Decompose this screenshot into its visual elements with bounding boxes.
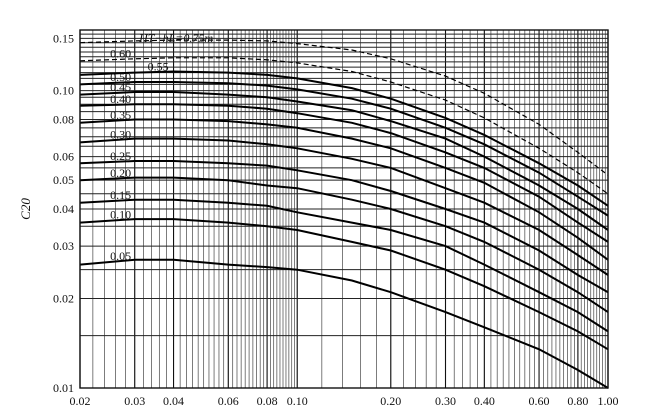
series-line (79, 39, 609, 176)
y-tick-label: 0.05 (53, 173, 74, 187)
y-tick-label: 0.02 (53, 292, 74, 306)
series-line (79, 81, 609, 217)
y-tick-labels: 0.01 0.02 0.03 0.04 0.05 0.06 0.08 0.10 0.15 (53, 31, 74, 395)
x-tick-label: 0.03 (124, 394, 145, 408)
series-line (79, 70, 609, 207)
series-label: 0.30 (110, 127, 131, 141)
series-label: 0.40 (110, 92, 131, 106)
series-label: 0.20 (110, 166, 131, 180)
curve-labels: 0.60 0.55 0.500.450.40 0.35 0.30 0.25 0.20 0.15… (110, 47, 168, 263)
x-tick-label: 0.30 (435, 394, 456, 408)
series-label: 0.15 (110, 188, 131, 202)
series-label: 0.50 (110, 70, 131, 84)
series-line (79, 176, 609, 313)
y-tick-label: 0.10 (53, 84, 74, 98)
series-line (79, 160, 609, 294)
x-tick-label: 0.10 (287, 394, 308, 408)
y-tick-label: 0.03 (53, 239, 74, 253)
series-label: 0.45 (110, 80, 131, 94)
series-line (79, 198, 609, 333)
x-tick-label: 0.20 (380, 394, 401, 408)
y-tick-label: 0.15 (53, 31, 74, 45)
x-tick-label: 0.40 (474, 394, 495, 408)
y-tick-label: 0.08 (53, 113, 74, 127)
series-label: 0.60 (110, 47, 131, 61)
x-tick-label: 0.06 (218, 394, 239, 408)
curves (79, 39, 609, 389)
series-line (79, 103, 609, 243)
series-label: 0.35 (110, 108, 131, 122)
series-line (79, 218, 609, 351)
y-tick-label: 0.06 (53, 150, 74, 164)
y-axis-title: C20 (18, 198, 33, 220)
x-tick-label: 1.00 (598, 394, 619, 408)
x-tick-label: 0.08 (257, 394, 278, 408)
y-tick-label: 0.04 (53, 202, 74, 216)
chart-title: HT−hL=0.75m (138, 31, 213, 45)
series-label: 0.25 (110, 149, 131, 163)
series-line (79, 137, 609, 276)
x-tick-label: 0.60 (529, 394, 550, 408)
x-tick-labels: 0.02 0.03 0.04 0.06 0.08 0.10 0.20 0.30 0.40 0.60… (70, 394, 619, 408)
y-tick-label: 0.01 (53, 381, 74, 395)
series-label: 0.10 (110, 208, 131, 222)
series-label: 0.55 (148, 59, 169, 73)
plot-frame (79, 29, 609, 389)
series-label: 0.05 (110, 249, 131, 263)
x-tick-label: 0.04 (163, 394, 184, 408)
series-line (79, 57, 609, 195)
x-tick-label: 0.02 (70, 394, 91, 408)
x-tick-label: 0.80 (567, 394, 588, 408)
series-line (79, 258, 609, 389)
series-line (79, 118, 609, 261)
series-line (79, 91, 609, 231)
